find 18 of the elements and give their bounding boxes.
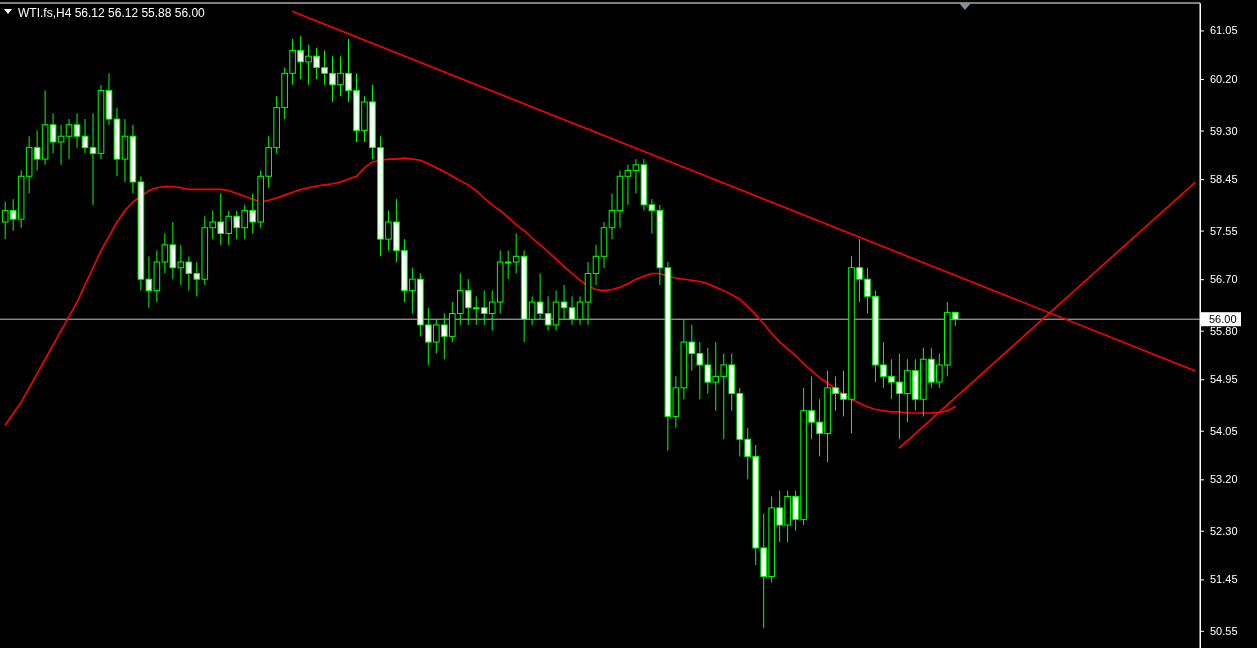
y-tick-label: 59.30 xyxy=(1210,124,1238,137)
y-tick-label: 55.80 xyxy=(1210,324,1238,337)
y-tick-label: 50.55 xyxy=(1210,624,1238,637)
y-tick-label: 57.55 xyxy=(1210,224,1238,237)
y-tick-label: 52.30 xyxy=(1210,524,1238,537)
ref-line-label: 56.00 xyxy=(1209,313,1237,326)
y-tick-label: 60.20 xyxy=(1210,73,1238,86)
candlestick xyxy=(608,192,616,240)
y-tick-label: 54.95 xyxy=(1210,373,1238,386)
y-tick-label: 61.05 xyxy=(1210,24,1238,37)
y-tick-label: 56.70 xyxy=(1210,273,1238,286)
y-tick-label: 51.45 xyxy=(1210,573,1238,586)
y-tick-label: 58.45 xyxy=(1210,173,1238,186)
chart-title: WTI.fs,H4 56.12 56.12 55.88 56.00 xyxy=(18,6,206,20)
y-tick-label: 53.20 xyxy=(1210,473,1238,486)
candlestick xyxy=(592,244,600,286)
candlestick xyxy=(89,112,97,206)
y-tick-label: 54.05 xyxy=(1210,424,1238,437)
